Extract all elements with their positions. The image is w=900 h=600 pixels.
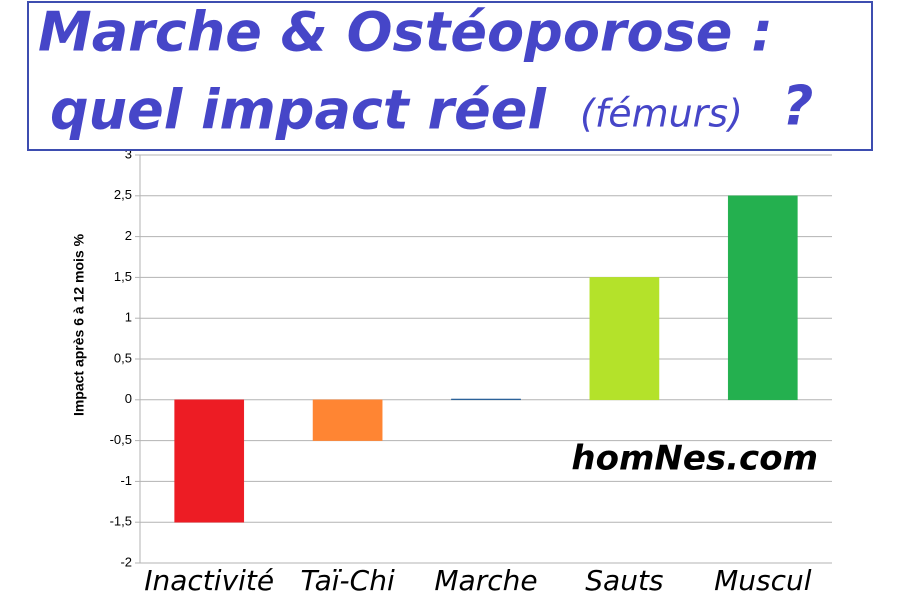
annotation: homNes.com [571, 439, 818, 479]
bar [589, 277, 660, 401]
y-tick-label: 2 [125, 228, 132, 243]
x-tick-label: Muscul [714, 564, 812, 597]
bar [174, 399, 245, 523]
bar [451, 398, 521, 401]
chart-title: quel impact réel [50, 79, 547, 142]
x-tick-label: Sauts [585, 564, 663, 597]
chart-title: Marche & Ostéoporose : [38, 1, 773, 64]
chart-title: (fémurs) [580, 92, 743, 136]
y-tick-label: 2,5 [114, 187, 132, 202]
x-tick-label: Taï-Chi [300, 564, 395, 597]
y-tick-label: -0,5 [110, 432, 132, 447]
bar [312, 399, 383, 441]
y-tick-label: -2 [120, 554, 132, 569]
bar [727, 195, 798, 401]
y-tick-label: 0 [125, 391, 132, 406]
y-axis-label: Impact après 6 à 12 mois % [71, 233, 87, 416]
y-tick-label: 0,5 [114, 350, 132, 365]
y-tick-label: 3 [125, 146, 132, 161]
y-tick-label: 1 [125, 310, 132, 325]
y-tick-label: -1 [120, 473, 132, 488]
y-tick-label: -1,5 [110, 514, 132, 529]
chart-title: ? [782, 75, 813, 138]
x-tick-label: Inactivité [144, 564, 274, 597]
x-tick-label: Marche [434, 564, 537, 597]
title-box [27, 1, 873, 151]
y-tick-label: 1,5 [114, 269, 132, 284]
